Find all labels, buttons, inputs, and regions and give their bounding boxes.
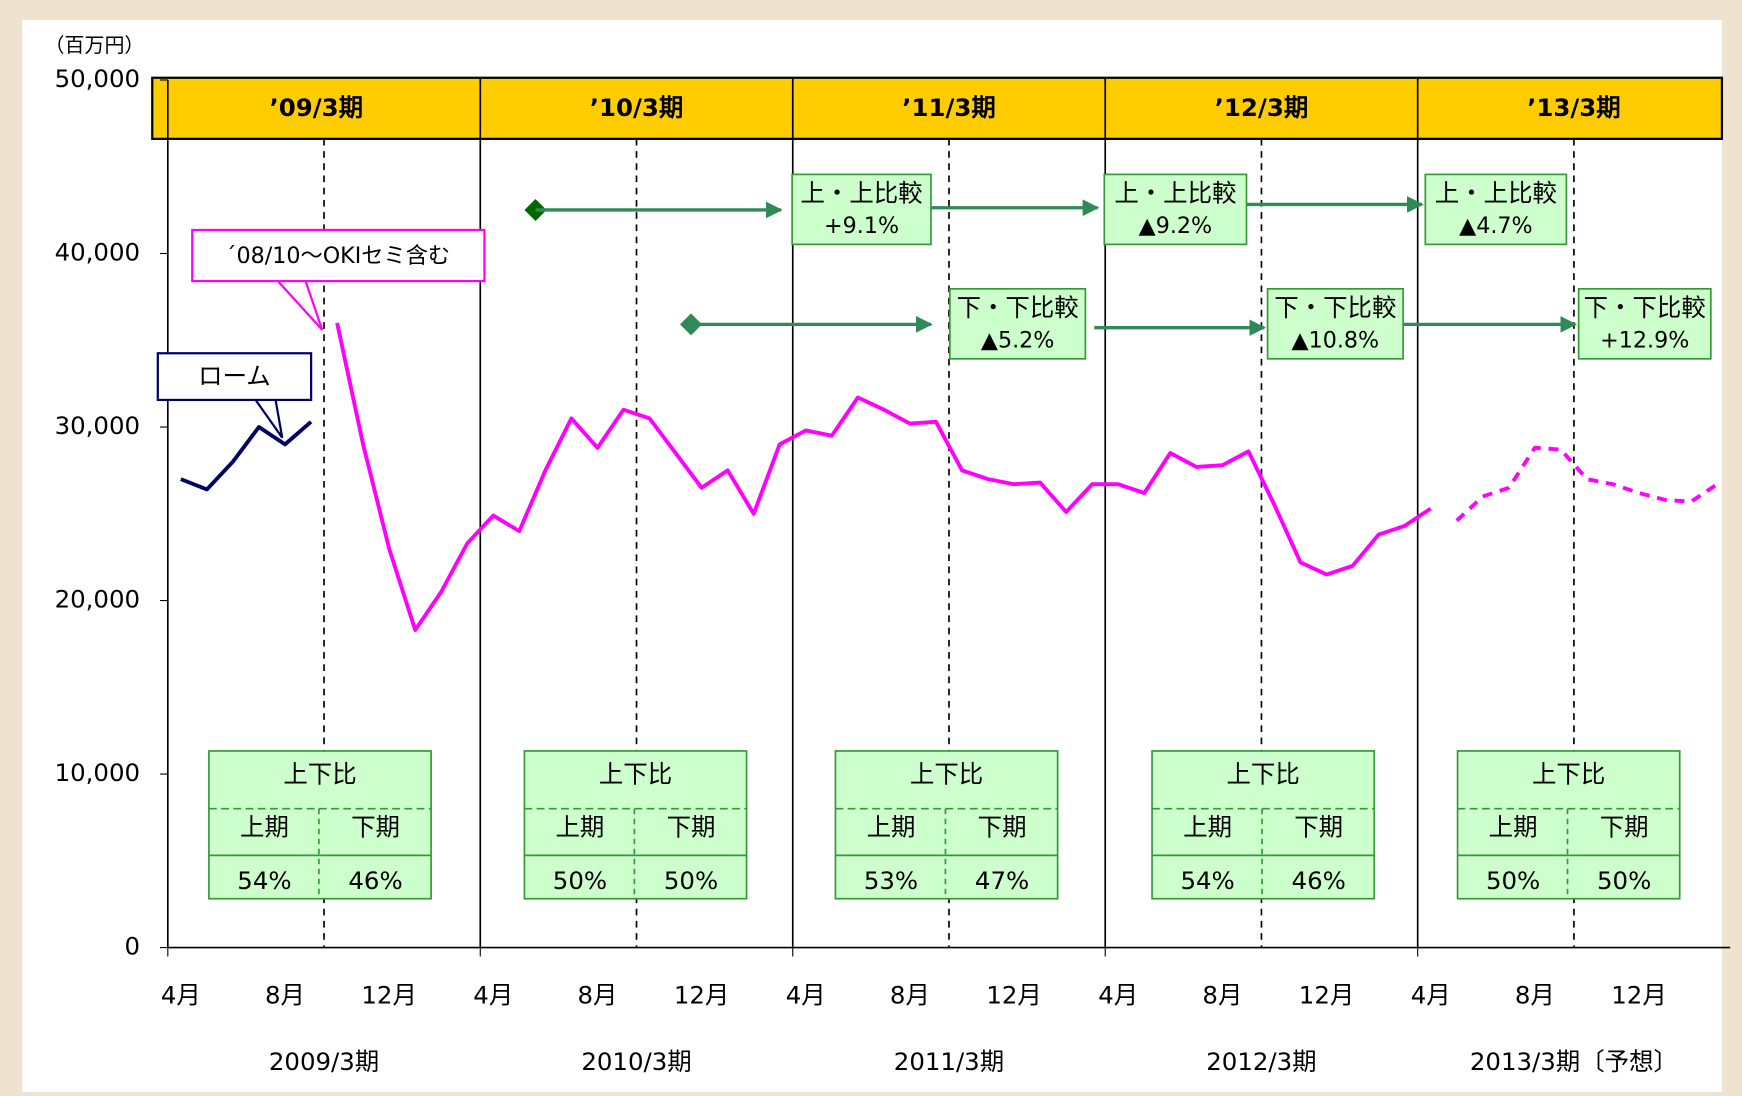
ratio-value: 54% <box>237 866 291 895</box>
ratio-header: 下期 <box>978 813 1027 842</box>
y-tick-label: 20,000 <box>55 585 140 614</box>
x-tick-label: 12月 <box>1611 980 1667 1009</box>
series-line <box>180 420 313 492</box>
x-tick-label: 8月 <box>890 980 930 1009</box>
ratio-header: 上期 <box>240 813 289 842</box>
comparison-label: 上・上比較 <box>1435 178 1557 207</box>
ratio-header: 下期 <box>1294 813 1343 842</box>
legend-box <box>156 352 313 402</box>
x-tick-label: 12月 <box>674 980 730 1009</box>
x-tick-label: 4月 <box>473 980 513 1009</box>
ratio-value: 47% <box>975 866 1029 895</box>
ratio-header: 下期 <box>667 813 716 842</box>
ratio-title: 上下比 <box>1532 759 1605 788</box>
comparison-value: ▲9.2% <box>1139 213 1212 239</box>
period-label: 2010/3期 <box>581 1047 691 1076</box>
legend-label: ローム <box>198 362 271 391</box>
series-line <box>335 322 1432 633</box>
comparison-box <box>1266 287 1404 360</box>
y-tick-label: 0 <box>124 932 140 961</box>
y-unit: （百万円） <box>45 33 145 57</box>
ratio-box <box>834 750 1059 900</box>
x-tick-label: 4月 <box>786 980 826 1009</box>
period-label: 2011/3期 <box>894 1047 1004 1076</box>
ratio-title: 上下比 <box>283 759 356 788</box>
ratio-value: 46% <box>348 866 402 895</box>
x-tick-label: 12月 <box>986 980 1042 1009</box>
ratio-value: 50% <box>1486 866 1540 895</box>
ratio-value: 50% <box>664 866 718 895</box>
x-tick-label: 8月 <box>265 980 305 1009</box>
ratio-box <box>523 750 748 900</box>
comparison-value: ▲4.7% <box>1459 213 1532 239</box>
comparison-box <box>1424 173 1568 246</box>
period-header: ’12/3期 <box>1215 93 1309 122</box>
legend-label: ´08/10〜OKIセミ含む <box>225 243 450 269</box>
period-label: 2009/3期 <box>269 1047 379 1076</box>
ratio-header: 上期 <box>1489 813 1538 842</box>
ratio-value: 50% <box>553 866 607 895</box>
comparison-value: +12.9% <box>1600 328 1689 354</box>
x-tick-label: 12月 <box>1299 980 1355 1009</box>
ratio-value: 46% <box>1292 866 1346 895</box>
period-header: ’09/3期 <box>269 93 363 122</box>
x-tick-label: 8月 <box>577 980 617 1009</box>
y-tick-label: 40,000 <box>55 238 140 267</box>
ratio-title: 上下比 <box>910 759 983 788</box>
callout-pointer <box>254 399 284 439</box>
comparison-label: 下・下比較 <box>1584 293 1706 322</box>
legend-box <box>191 228 486 283</box>
series-line <box>1455 445 1719 523</box>
y-tick-label: 10,000 <box>55 758 140 787</box>
ratio-header: 下期 <box>351 813 400 842</box>
ratio-title: 上下比 <box>1227 759 1300 788</box>
ratio-value: 54% <box>1180 866 1234 895</box>
period-label: 2013/3期〔予想〕 <box>1470 1047 1678 1076</box>
y-tick-label: 50,000 <box>55 64 140 93</box>
x-tick-label: 4月 <box>1098 980 1138 1009</box>
comparison-label: 上・上比較 <box>800 178 922 207</box>
x-tick-label: 8月 <box>1202 980 1242 1009</box>
comparison-label: 上・上比較 <box>1114 178 1236 207</box>
comparison-label: 下・下比較 <box>1274 293 1396 322</box>
x-tick-label: 4月 <box>161 980 201 1009</box>
y-tick-label: 30,000 <box>55 411 140 440</box>
comparison-box <box>1577 287 1712 360</box>
comparison-value: ▲10.8% <box>1292 328 1380 354</box>
comparison-box <box>1103 173 1248 246</box>
comparison-box <box>949 287 1087 360</box>
header-band <box>151 76 1724 140</box>
ratio-box <box>208 750 432 900</box>
ratio-header: 下期 <box>1600 813 1649 842</box>
period-header: ’13/3期 <box>1527 93 1621 122</box>
comparison-box <box>791 173 932 246</box>
period-label: 2012/3期 <box>1206 1047 1316 1076</box>
ratio-box <box>1151 750 1376 900</box>
x-tick-label: 8月 <box>1515 980 1555 1009</box>
ratio-header: 上期 <box>867 813 916 842</box>
comparison-label: 下・下比較 <box>957 293 1079 322</box>
ratio-box <box>1456 750 1681 900</box>
ratio-header: 上期 <box>1183 813 1232 842</box>
x-tick-label: 4月 <box>1411 980 1451 1009</box>
ratio-value: 50% <box>1597 866 1651 895</box>
period-header: ’11/3期 <box>902 93 996 122</box>
comparison-value: ▲5.2% <box>981 328 1054 354</box>
ratio-header: 上期 <box>556 813 605 842</box>
ratio-title: 上下比 <box>599 759 672 788</box>
x-tick-label: 12月 <box>361 980 417 1009</box>
callout-pointer <box>276 280 324 331</box>
period-header: ’10/3期 <box>590 93 684 122</box>
ratio-value: 53% <box>864 866 918 895</box>
comparison-value: +9.1% <box>824 213 899 239</box>
